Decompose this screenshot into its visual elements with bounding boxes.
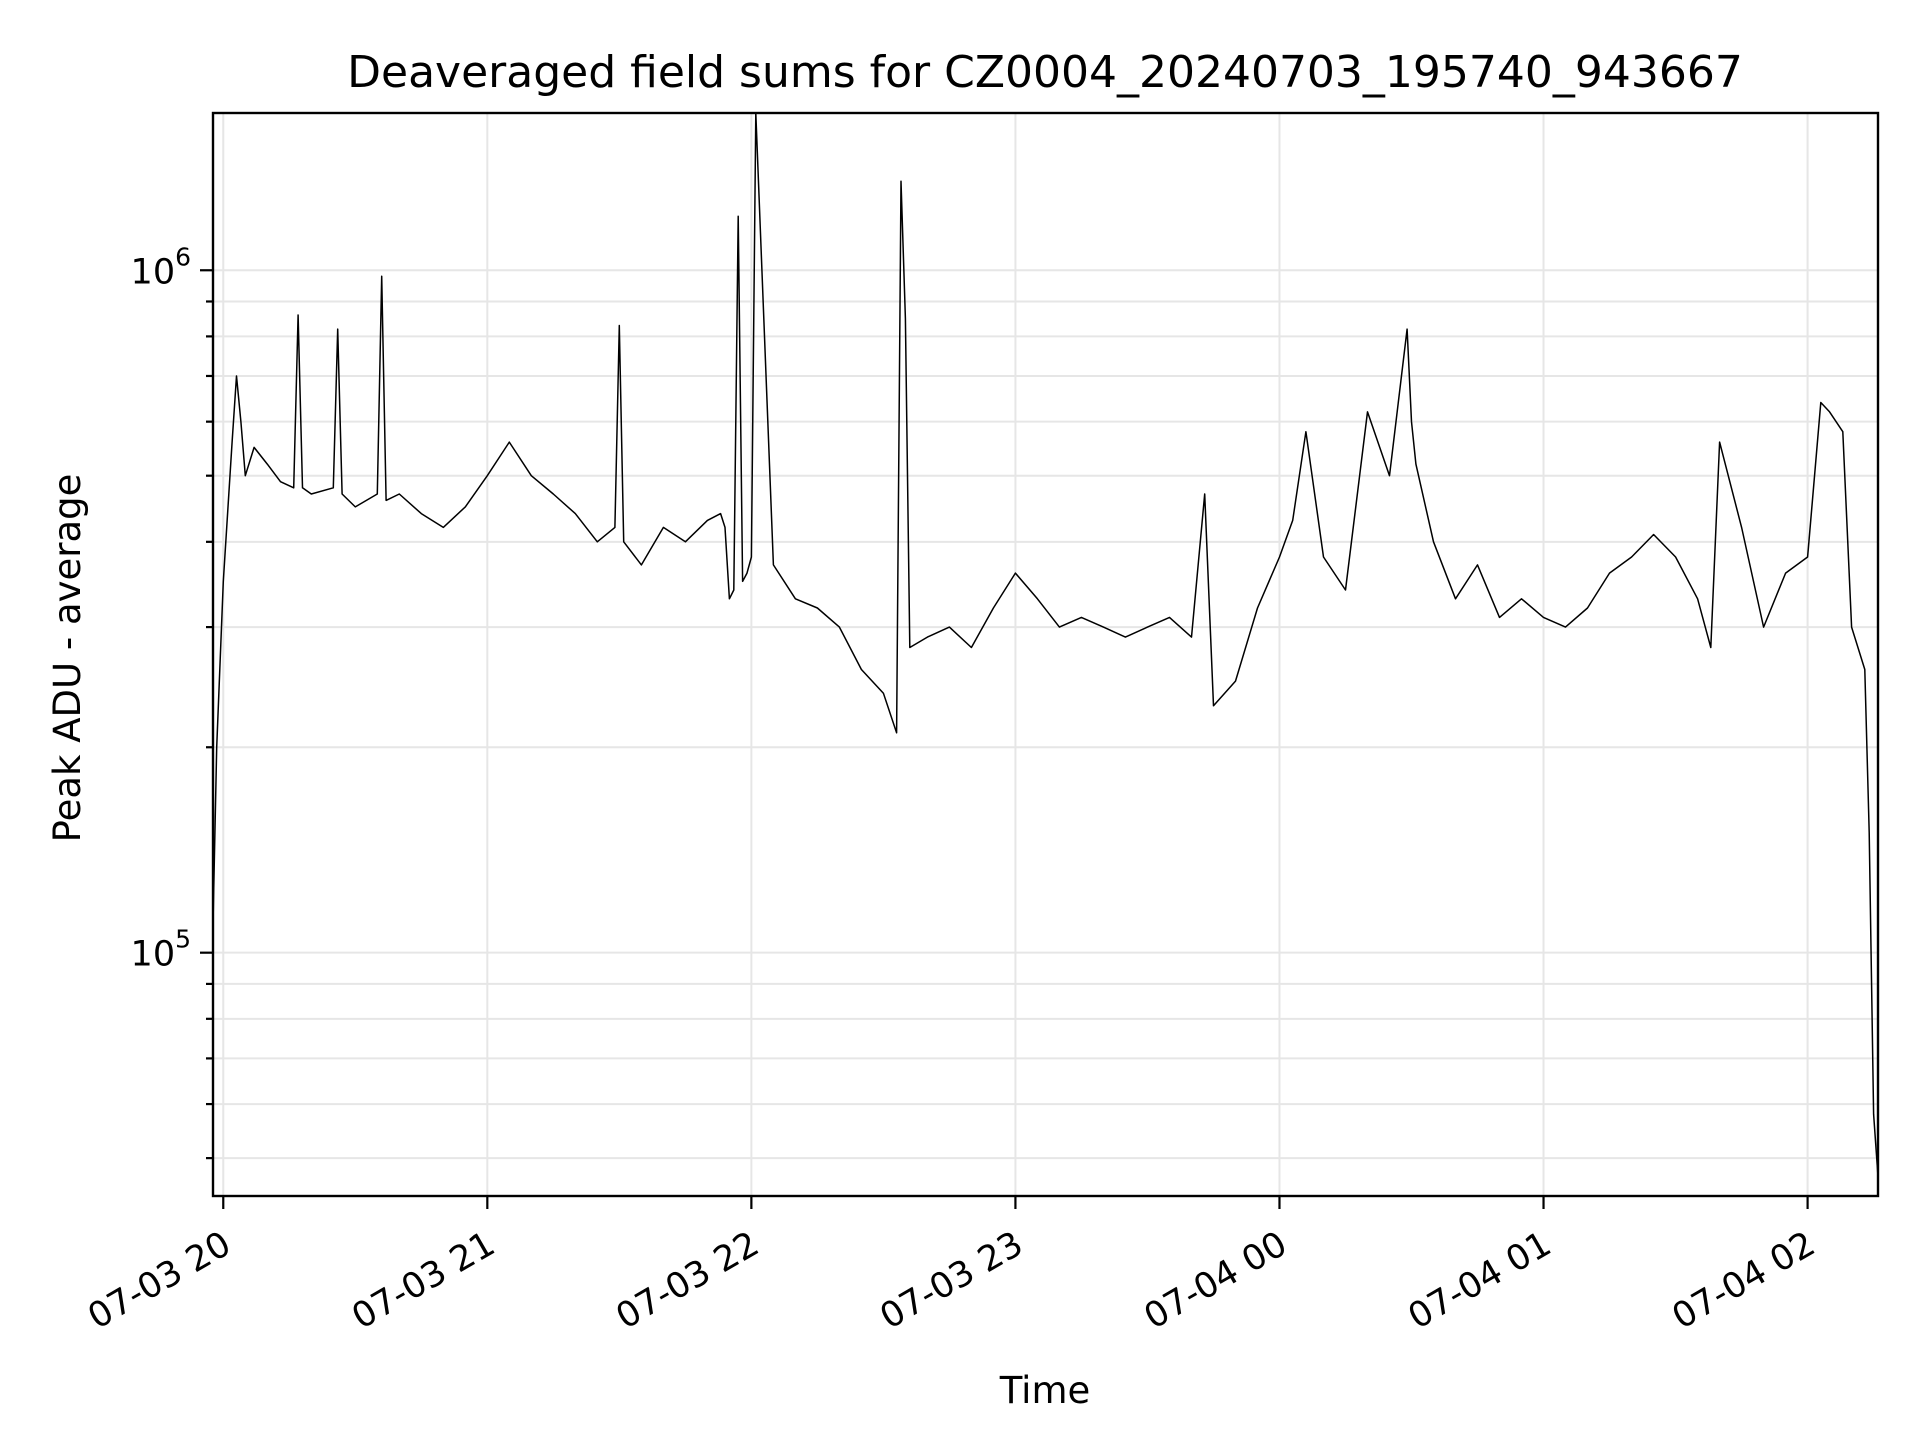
- x-tick-label: 07-03 20: [81, 1224, 237, 1337]
- x-tick-label: 07-03 23: [874, 1224, 1030, 1337]
- x-tick-label: 07-04 02: [1666, 1224, 1822, 1337]
- x-tick-label: 07-03 22: [610, 1224, 766, 1337]
- y-tick-label: 106: [131, 242, 191, 292]
- y-tick-label-exp: 5: [175, 925, 191, 954]
- x-tick-label: 07-04 00: [1138, 1224, 1294, 1337]
- y-tick-label-base: 10: [131, 935, 176, 975]
- grid: [213, 113, 1878, 1196]
- x-axis-label: Time: [999, 1369, 1091, 1412]
- y-axis-label: Peak ADU - average: [46, 474, 89, 843]
- axis-ticks: 07-03 20 07-03 21 07-03 22 07-03 23 07-04 00…: [81, 242, 1822, 1337]
- series-layer: [212, 112, 1879, 1177]
- y-tick-label: 105: [131, 925, 191, 975]
- x-tick-label: 07-03 21: [346, 1224, 502, 1337]
- y-tick-label-base: 10: [131, 252, 176, 292]
- y-tick-label-exp: 6: [175, 242, 191, 271]
- chart-title: Deaveraged field sums for CZ0004_2024070…: [347, 47, 1743, 98]
- series-line: [212, 112, 1879, 1177]
- plot-frame: [211, 111, 1880, 1198]
- x-tick-label: 07-04 01: [1402, 1224, 1558, 1337]
